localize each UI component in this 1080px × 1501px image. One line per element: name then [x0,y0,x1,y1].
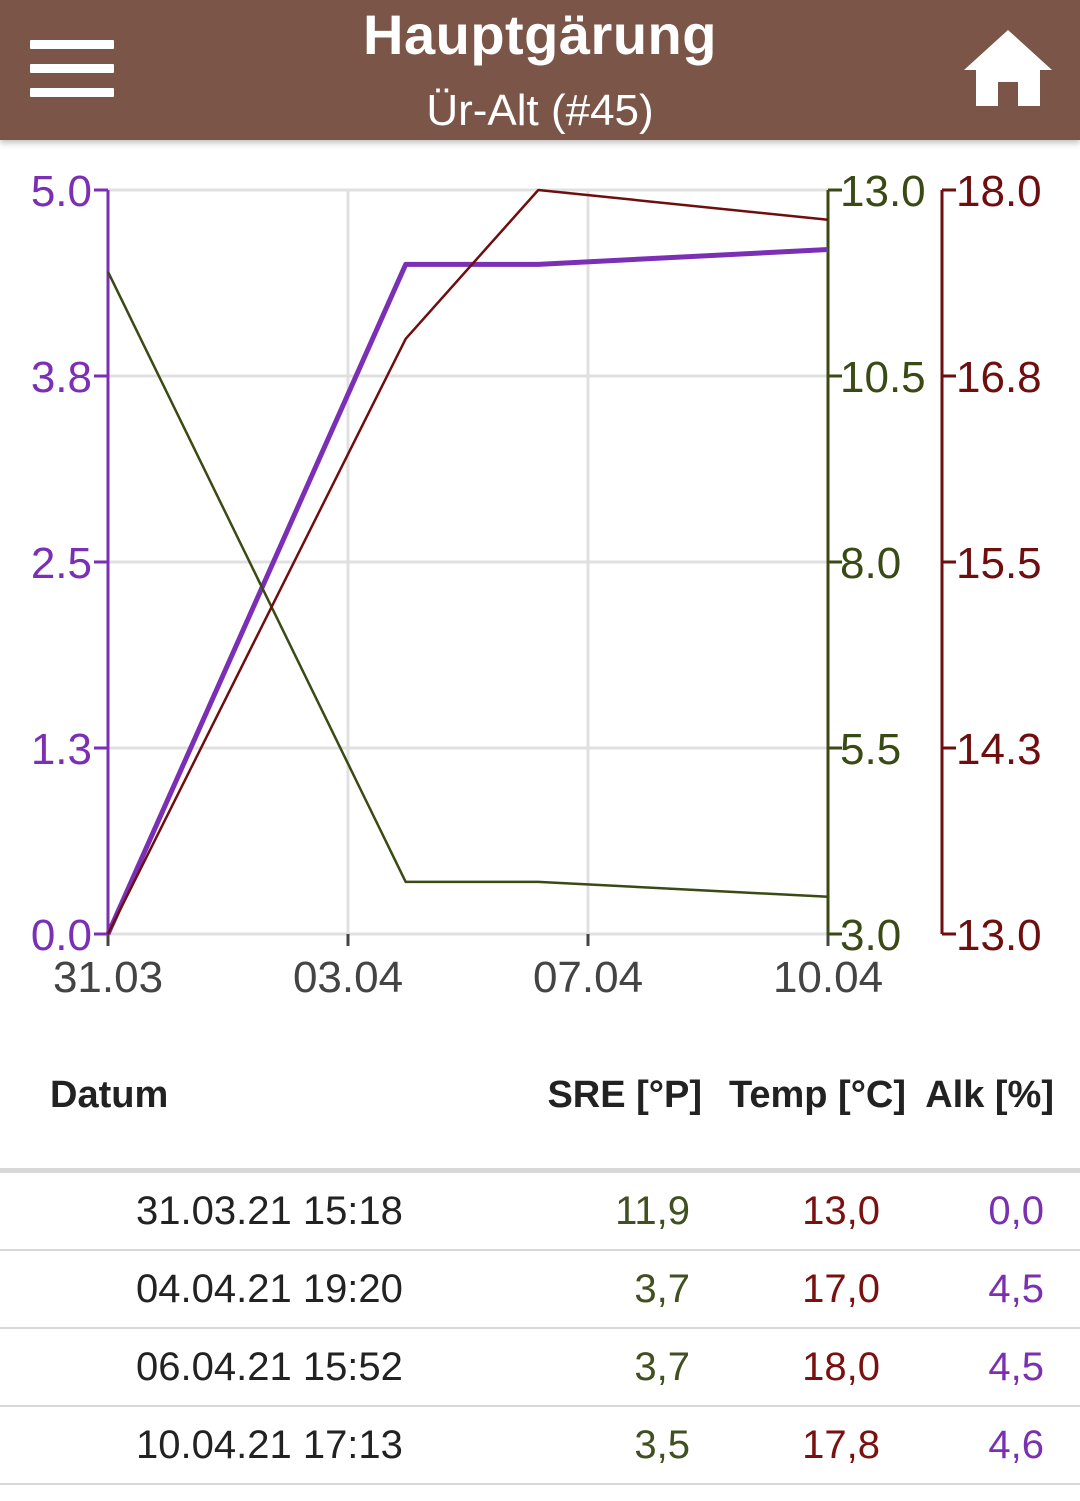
cell-date: 06.04.21 15:52 [136,1345,403,1389]
x-tick-label: 31.03 [53,953,163,1002]
cell-sre: 11,9 [615,1189,690,1233]
cell-date: 10.04.21 17:13 [136,1423,403,1467]
cell-alk: 4,5 [988,1267,1044,1311]
cell-temp: 17,8 [802,1423,880,1467]
app-bar: Hauptgärung Ür-Alt (#45) [0,0,1080,140]
fermentation-chart: 31.03 03.04 07.04 10.04 0.0 1.3 2.5 3.8 5.0 3.0 5.… [0,150,1080,1010]
table-row[interactable]: 06.04.21 15:52 3,7 18,0 4,5 [0,1329,1080,1407]
left-axis-tick-label: 2.5 [31,539,92,588]
x-tick-label: 07.04 [533,953,643,1002]
table-header: Datum SRE [°P] Temp [°C] Alk [%] [0,1062,1080,1172]
column-header-sre[interactable]: SRE [°P] [547,1074,702,1116]
cell-alk: 4,6 [988,1423,1044,1467]
left-axis-tick-label: 3.8 [31,353,92,402]
cell-sre: 3,5 [634,1423,690,1467]
table-row[interactable]: 10.04.21 17:13 3,5 17,8 4,6 [0,1407,1080,1485]
left-axis-tick-label: 1.3 [31,725,92,774]
menu-button[interactable] [30,40,114,98]
cell-date: 31.03.21 15:18 [136,1189,403,1233]
cell-temp: 17,0 [802,1267,880,1311]
cell-temp: 13,0 [802,1189,880,1233]
right-axis-temp-tick-label: 16.8 [956,353,1042,402]
cell-alk: 0,0 [988,1189,1044,1233]
table-row[interactable]: 04.04.21 19:20 3,7 17,0 4,5 [0,1251,1080,1329]
right-axis-sre-tick-label: 13.0 [840,167,926,216]
series-line-sre [106,271,829,899]
right-axis-sre-tick-label: 10.5 [840,353,926,402]
header-divider [0,1168,1080,1173]
chart-svg: 31.03 03.04 07.04 10.04 0.0 1.3 2.5 3.8 5.0 3.0 5.… [31,167,1042,1002]
right-axis-temp-tick-label: 15.5 [956,539,1042,588]
cell-alk: 4,5 [988,1345,1044,1389]
right-axis-temp-tick-label: 18.0 [956,167,1042,216]
hamburger-menu-icon [30,40,114,49]
page-title: Hauptgärung [363,3,717,66]
column-header-alk[interactable]: Alk [%] [925,1074,1054,1116]
home-button[interactable] [960,26,1056,110]
cell-temp: 18,0 [802,1345,880,1389]
hamburger-menu-icon-bar [30,88,114,97]
right-axis-temp-tick-label: 14.3 [956,725,1042,774]
left-axis-tick-label: 0.0 [31,911,92,960]
table-row[interactable]: 31.03.21 15:18 11,9 13,0 0,0 [0,1173,1080,1251]
series-line-alk [105,247,829,936]
left-axis-tick-label: 5.0 [31,167,92,216]
right-axis-sre-tick-label: 8.0 [840,539,901,588]
cell-date: 04.04.21 19:20 [136,1267,403,1311]
cell-sre: 3,7 [634,1267,690,1311]
home-icon [964,30,1052,106]
column-header-temp[interactable]: Temp [°C] [728,1074,906,1116]
hamburger-menu-icon-bar [30,64,114,73]
cell-sre: 3,7 [634,1345,690,1389]
right-axis-sre-tick-label: 5.5 [840,725,901,774]
page-subtitle: Ür-Alt (#45) [426,86,654,135]
x-tick-label: 10.04 [773,953,883,1002]
column-header-date[interactable]: Datum [50,1074,169,1116]
right-axis-temp-tick-label: 13.0 [956,911,1042,960]
right-axis-sre-tick-label: 3.0 [840,911,901,960]
measurements-table: 31.03.21 15:18 11,9 13,0 0,0 04.04.21 19… [0,1173,1080,1485]
series-line-temp [106,188,829,935]
x-tick-label: 03.04 [293,953,403,1002]
